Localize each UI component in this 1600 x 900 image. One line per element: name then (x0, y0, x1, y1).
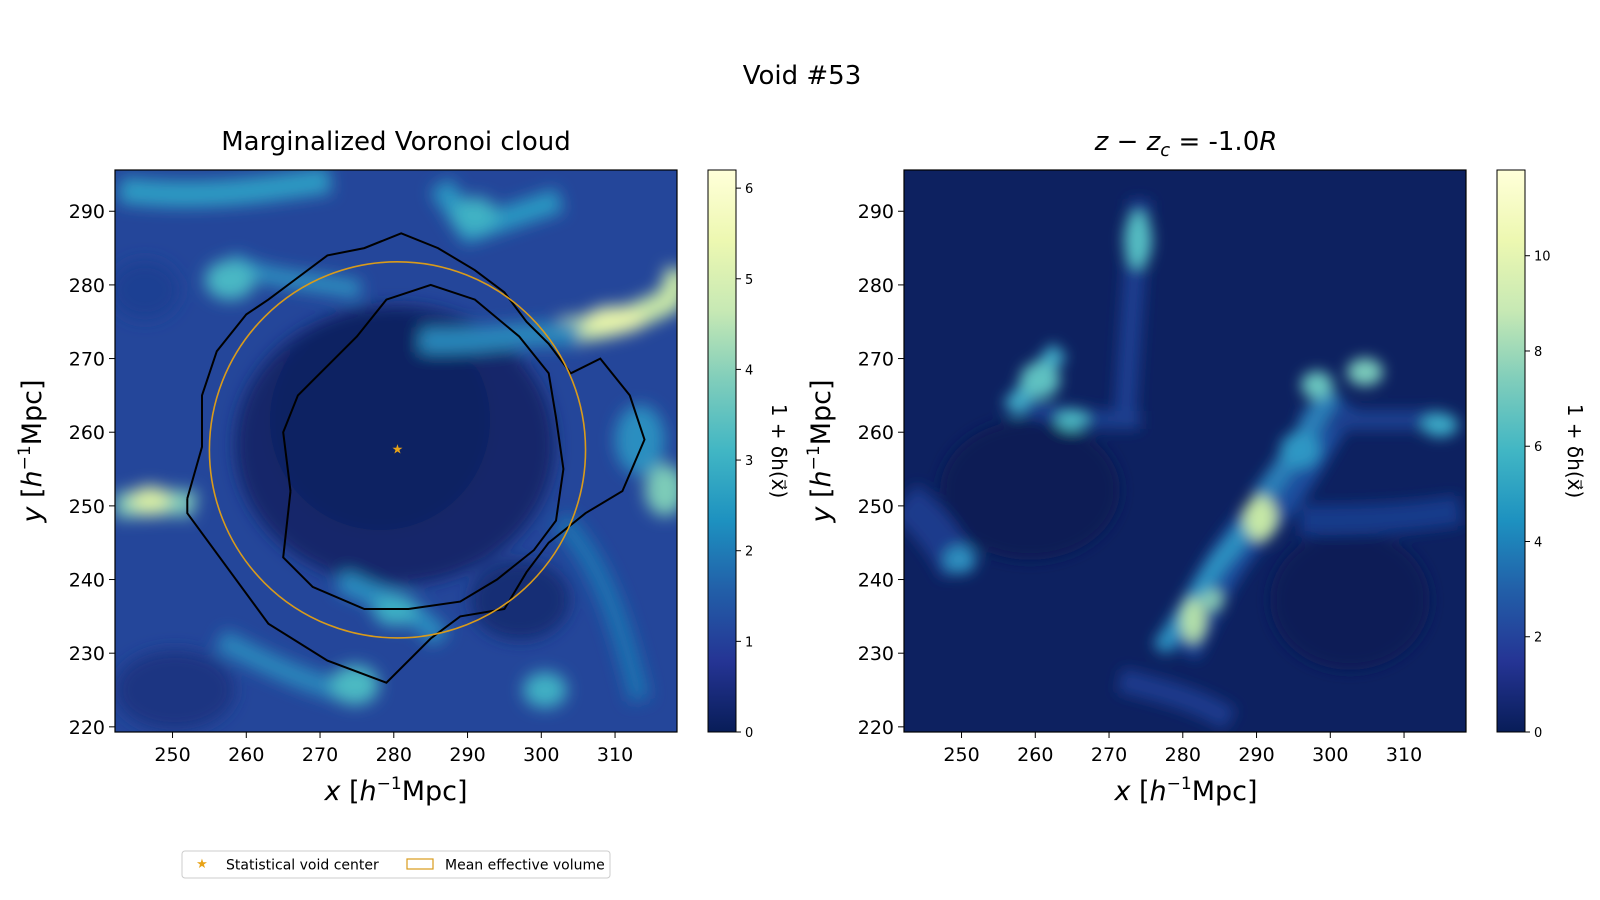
y-tick-label: 250 (69, 496, 105, 518)
y-tick-label: 270 (858, 349, 894, 371)
colorbar-tick-label: 10 (1534, 250, 1551, 265)
colorbar-ticks-right: 0 2 4 6 8 10 (1525, 250, 1551, 741)
colorbar-tick-label: 2 (745, 545, 753, 560)
panel-left-title: Marginalized Voronoi cloud (221, 127, 571, 157)
heatmap-left: ★ (115, 170, 677, 732)
y-tick-label: 280 (69, 275, 105, 297)
colorbar-tick-label: 2 (1534, 631, 1542, 646)
effective-volume-circle (208, 261, 587, 639)
x-tick-label: 300 (523, 744, 559, 766)
void-center-marker: ★ (392, 442, 404, 457)
legend-volume-swatch-icon (406, 858, 434, 870)
y-tick-label: 290 (858, 201, 894, 223)
y-tick-label: 260 (858, 422, 894, 444)
contours-left: ★ (186, 232, 646, 684)
colorbar-left (707, 169, 737, 733)
x-tick-label: 280 (376, 744, 412, 766)
legend-center-marker-icon: ★ (196, 857, 208, 872)
panel-right: z − zc = -1.0R (804, 127, 1587, 807)
colorbar-tick-label: 0 (745, 726, 753, 741)
y-tick-label: 250 (858, 496, 894, 518)
x-tick-label: 290 (1238, 744, 1274, 766)
x-tick-label: 260 (228, 744, 264, 766)
x-tick-label: 250 (943, 744, 979, 766)
colorbar-tick-label: 0 (1534, 726, 1542, 741)
y-tick-label: 220 (858, 717, 894, 739)
inner-contour (282, 283, 565, 610)
colorbar-tick-label: 6 (1534, 440, 1542, 455)
colorbar-label-right: 1 + δh(x⃗) (1563, 404, 1587, 499)
x-axis-label-right: x [h−1Mpc] (1113, 774, 1257, 807)
x-tick-label: 280 (1165, 744, 1201, 766)
colorbar-right (1496, 169, 1526, 733)
y-tick-label: 220 (69, 717, 105, 739)
legend-entry-volume: Mean effective volume (445, 858, 605, 874)
y-tick-label: 270 (69, 349, 105, 371)
y-tick-label: 260 (69, 422, 105, 444)
panel-right-title: z − zc = -1.0R (1094, 127, 1278, 161)
panel-left: Marginalized Voronoi cloud (15, 127, 791, 807)
colorbar-tick-label: 8 (1534, 345, 1542, 360)
x-tick-label: 270 (302, 744, 338, 766)
legend: ★ Statistical void center Mean effective… (181, 850, 611, 879)
outer-contour (186, 232, 646, 684)
x-tick-label: 300 (1312, 744, 1348, 766)
x-axis-label-left: x [h−1Mpc] (323, 774, 467, 807)
x-tick-label: 290 (449, 744, 485, 766)
colorbar-tick-label: 4 (1534, 535, 1542, 550)
colorbar-label-left: 1 + δh(x⃗) (767, 404, 791, 499)
colorbar-ticks-left: 0 1 2 3 4 5 6 (736, 182, 753, 741)
ticks-right: 250 260 270 280 290 300 310 220 230 240 250 260 270 2… (858, 201, 1422, 766)
ticks-left: 250 260 270 280 290 300 310 220 230 240 250 260 270 2… (69, 201, 633, 766)
colorbar-tick-label: 5 (745, 273, 753, 288)
axes-frame-left (114, 169, 678, 733)
axes-frame-right (903, 169, 1467, 733)
x-tick-label: 260 (1017, 744, 1053, 766)
colorbar-tick-label: 1 (745, 635, 753, 650)
colorbar-tick-label: 4 (745, 363, 753, 378)
x-tick-label: 310 (1386, 744, 1422, 766)
y-tick-label: 280 (858, 275, 894, 297)
y-tick-label: 240 (69, 570, 105, 592)
y-axis-label-left: y [h−1Mpc] (15, 379, 48, 523)
heatmap-right (904, 170, 1466, 732)
y-tick-label: 290 (69, 201, 105, 223)
y-axis-label-right: y [h−1Mpc] (804, 379, 837, 523)
x-tick-label: 310 (597, 744, 633, 766)
legend-frame (181, 850, 611, 879)
legend-entry-center: Statistical void center (226, 858, 379, 874)
y-tick-label: 240 (858, 570, 894, 592)
y-tick-label: 230 (69, 643, 105, 665)
figure-title: Void #53 (743, 61, 862, 91)
colorbar-tick-label: 3 (745, 454, 753, 469)
x-tick-label: 270 (1091, 744, 1127, 766)
colorbar-tick-label: 6 (745, 182, 753, 197)
y-tick-label: 230 (858, 643, 894, 665)
x-tick-label: 250 (154, 744, 190, 766)
